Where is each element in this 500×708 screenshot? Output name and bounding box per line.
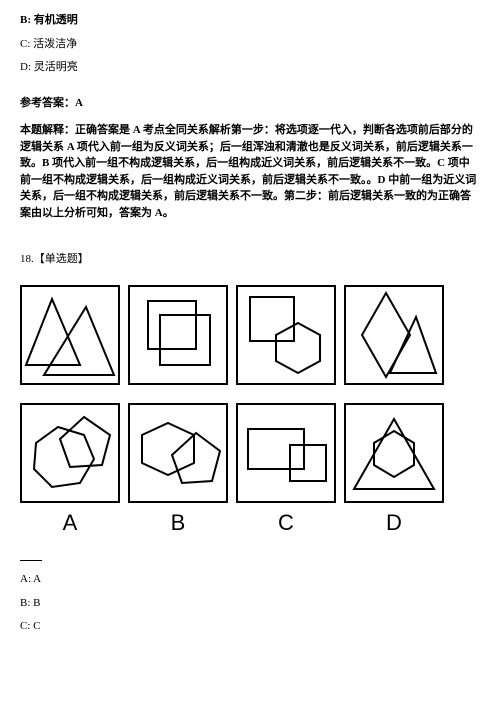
figure-row-2 (20, 403, 480, 503)
explanation-text: 本题解释：正确答案是 A 考点全同关系解析第一步：将选项逐一代入，判断各选项前后… (20, 122, 480, 221)
option-c: C: 活泼洁净 (20, 36, 480, 54)
fig-r2-b (128, 403, 228, 503)
fig-r1-1 (20, 285, 120, 385)
figure-container: A B C D (20, 285, 480, 540)
option-d-text: 灵活明亮 (34, 61, 78, 73)
bottom-option-b: B: B (20, 595, 480, 613)
bottom-option-c: C: C (20, 618, 480, 636)
fig-r2-a (20, 403, 120, 503)
answer-label: 参考答案：A (20, 95, 480, 113)
fig-r2-d (344, 403, 444, 503)
labels-row: A B C D (20, 505, 480, 540)
option-c-letter: C: (20, 38, 30, 50)
bottom-option-a: A: A (20, 571, 480, 589)
option-b-letter: B: (20, 14, 31, 26)
fig-r1-3 (236, 285, 336, 385)
label-d: D (344, 505, 444, 540)
fig-r1-2 (128, 285, 228, 385)
fig-r1-4 (344, 285, 444, 385)
option-b-text: 有机透明 (34, 14, 78, 26)
label-c: C (236, 505, 336, 540)
option-d: D: 灵活明亮 (20, 59, 480, 77)
fig-r2-c (236, 403, 336, 503)
option-c-text: 活泼洁净 (33, 38, 77, 50)
figure-row-1 (20, 285, 480, 385)
option-b: B: 有机透明 (20, 12, 480, 30)
label-b: B (128, 505, 228, 540)
divider-line (20, 560, 42, 561)
label-a: A (20, 505, 120, 540)
q18-header: 18.【单选题】 (20, 251, 480, 269)
option-d-letter: D: (20, 61, 31, 73)
